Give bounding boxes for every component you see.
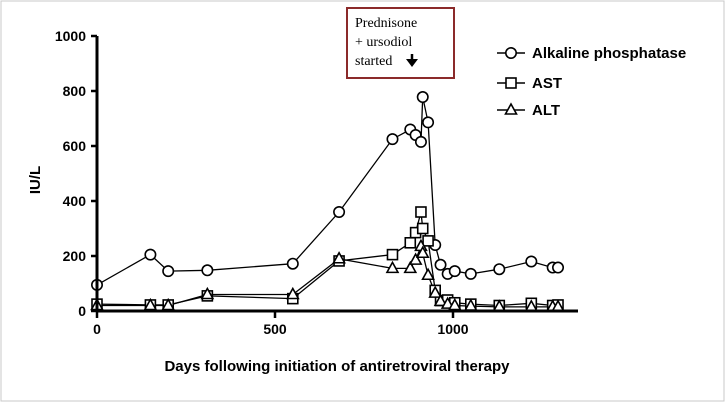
legend-label-ast: AST xyxy=(532,75,562,92)
data-point-alt xyxy=(428,285,443,298)
data-point-alt xyxy=(421,267,435,281)
legend-marker-alkaline-phosphatase xyxy=(504,46,517,59)
data-point-alkaline-phosphatase xyxy=(422,116,435,129)
legend: Alkaline phosphatase AST ALT xyxy=(497,45,686,119)
data-point-ast xyxy=(404,237,417,249)
axis-ticks xyxy=(91,34,455,318)
data-point-alkaline-phosphatase xyxy=(286,257,299,270)
y-tick-label-600: 600 xyxy=(63,138,87,154)
data-point-alt xyxy=(285,286,300,300)
legend-label-alkaline-phosphatase: Alkaline phosphatase xyxy=(532,45,686,62)
data-point-ast xyxy=(415,206,427,218)
y-tick-label-0: 0 xyxy=(78,303,86,319)
y-tick-label-800: 800 xyxy=(63,83,87,99)
annotation-box: Prednisone + ursodiol started xyxy=(346,7,455,79)
data-markers xyxy=(90,91,565,312)
legend-label-alt: ALT xyxy=(532,102,560,119)
y-tick-label-400: 400 xyxy=(63,193,87,209)
data-point-alkaline-phosphatase xyxy=(144,248,157,261)
data-point-alkaline-phosphatase xyxy=(552,261,565,274)
legend-marker-alt xyxy=(504,102,518,115)
data-point-alkaline-phosphatase xyxy=(386,133,399,146)
data-point-alkaline-phosphatase xyxy=(162,265,175,278)
data-point-alkaline-phosphatase xyxy=(464,267,477,280)
x-tick-label-0: 0 xyxy=(93,321,101,337)
x-axis-title: Days following initiation of antiretrovi… xyxy=(164,358,510,375)
down-arrow-icon xyxy=(406,54,418,67)
data-point-alkaline-phosphatase xyxy=(201,264,214,277)
data-point-alkaline-phosphatase xyxy=(525,255,538,268)
data-point-alt xyxy=(332,251,346,264)
y-tick-label-200: 200 xyxy=(63,248,87,264)
data-point-alt xyxy=(433,293,448,307)
y-axis-title: IU/L xyxy=(27,166,44,194)
data-point-alkaline-phosphatase xyxy=(434,258,447,271)
legend-marker-ast xyxy=(505,77,517,89)
data-point-alkaline-phosphatase xyxy=(333,206,346,219)
x-tick-label-500: 500 xyxy=(263,321,287,337)
data-point-alkaline-phosphatase xyxy=(493,263,506,276)
data-point-alkaline-phosphatase xyxy=(414,135,427,148)
data-point-alt xyxy=(403,260,418,274)
annotation-line-2: + ursodiol xyxy=(355,35,412,50)
annotation-line-1: Prednisone xyxy=(355,16,417,31)
annotation-line-3: started xyxy=(355,54,392,69)
data-point-alt xyxy=(408,252,423,265)
x-tick-label-1000: 1000 xyxy=(437,321,468,337)
data-point-alt xyxy=(415,245,430,259)
data-point-alkaline-phosphatase xyxy=(448,265,461,278)
data-point-ast xyxy=(416,222,429,235)
data-point-alt xyxy=(440,296,455,309)
data-point-alt xyxy=(200,286,215,300)
data-point-ast xyxy=(422,235,434,247)
data-point-alt xyxy=(385,260,400,274)
data-point-ast xyxy=(386,248,399,261)
data-point-alkaline-phosphatase xyxy=(416,91,429,104)
y-tick-label-1000: 1000 xyxy=(55,28,86,44)
